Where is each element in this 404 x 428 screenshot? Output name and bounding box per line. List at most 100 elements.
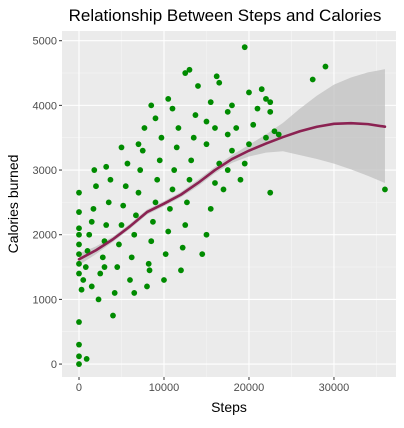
data-point (171, 167, 178, 173)
data-point (182, 70, 189, 76)
data-point (145, 260, 152, 267)
data-point (76, 231, 82, 238)
data-point (76, 341, 82, 348)
data-point (110, 312, 116, 319)
confidence-band-group (79, 69, 385, 266)
y-tick-label: 2000 (33, 230, 57, 242)
data-point (103, 222, 110, 228)
data-point (195, 83, 201, 89)
x-tick-label: 20000 (234, 382, 265, 394)
data-point (107, 176, 114, 183)
data-point (131, 290, 138, 296)
data-point (203, 231, 210, 238)
y-tick-label: 0 (51, 359, 57, 371)
data-point (263, 96, 269, 102)
data-point (76, 225, 82, 232)
data-point (95, 296, 102, 303)
data-point (169, 105, 176, 112)
data-point (271, 128, 278, 135)
data-point (263, 134, 269, 141)
data-point (233, 125, 240, 131)
data-point (141, 125, 148, 131)
y-tick-label: 4000 (33, 100, 57, 112)
data-point (131, 231, 138, 238)
confidence-band (79, 69, 385, 266)
data-point (241, 160, 248, 167)
y-tick-label: 3000 (33, 165, 57, 177)
data-point (207, 99, 214, 106)
data-point (80, 277, 87, 283)
data-point (237, 176, 244, 183)
data-point (250, 121, 257, 128)
data-point (156, 157, 163, 164)
data-point (229, 147, 235, 154)
data-point (84, 247, 91, 254)
data-point (322, 63, 329, 70)
data-point (91, 167, 98, 173)
data-point (76, 241, 82, 248)
data-point (135, 189, 142, 196)
data-point (152, 199, 159, 206)
data-point (188, 157, 195, 164)
data-point (175, 125, 182, 131)
x-tick-label: 30000 (319, 382, 350, 394)
data-point (76, 189, 82, 196)
data-point (216, 79, 223, 86)
data-point (88, 283, 95, 290)
data-point (182, 222, 189, 228)
data-point (199, 251, 206, 258)
data-point (82, 264, 89, 270)
data-point (162, 251, 169, 258)
data-point (178, 267, 184, 274)
data-point (148, 238, 155, 245)
data-point (118, 222, 125, 228)
data-point (246, 141, 252, 148)
data-point (127, 277, 133, 283)
data-point (158, 134, 165, 141)
smooth-trend-line (77, 121, 387, 261)
data-point (154, 176, 161, 183)
data-point (76, 353, 82, 360)
data-point (203, 141, 210, 148)
data-point (148, 102, 155, 109)
data-point (97, 270, 104, 277)
data-point (124, 160, 131, 167)
data-point (128, 254, 135, 261)
data-point (167, 205, 173, 212)
data-point (76, 209, 82, 215)
data-point (90, 205, 97, 212)
data-point (161, 277, 167, 283)
data-point (76, 319, 82, 325)
data-point (114, 264, 121, 270)
x-axis-title: Steps (211, 399, 247, 415)
data-point (220, 186, 227, 193)
data-point (169, 186, 176, 193)
y-axis-ticks: 0 1000 2000 3000 4000 5000 (33, 36, 62, 371)
data-point (101, 264, 108, 270)
data-point (275, 131, 282, 138)
y-axis-title: Calories burned (5, 155, 21, 254)
data-point (139, 147, 146, 154)
data-point (212, 125, 218, 131)
data-point (150, 218, 156, 225)
data-point (246, 89, 252, 96)
data-point (116, 241, 122, 248)
chart-title: Relationship Between Steps and Calories (69, 6, 382, 25)
data-point (83, 355, 90, 362)
data-point (267, 99, 274, 106)
data-point (165, 228, 172, 235)
data-point (173, 144, 180, 151)
data-point (99, 254, 106, 261)
data-point (88, 218, 95, 225)
data-point (118, 144, 125, 151)
data-point (133, 212, 139, 219)
data-point (120, 202, 127, 209)
data-point (192, 112, 199, 118)
data-point (203, 118, 210, 125)
data-point (213, 73, 220, 80)
data-point (186, 176, 193, 183)
data-point (224, 108, 231, 115)
data-point (224, 167, 231, 173)
